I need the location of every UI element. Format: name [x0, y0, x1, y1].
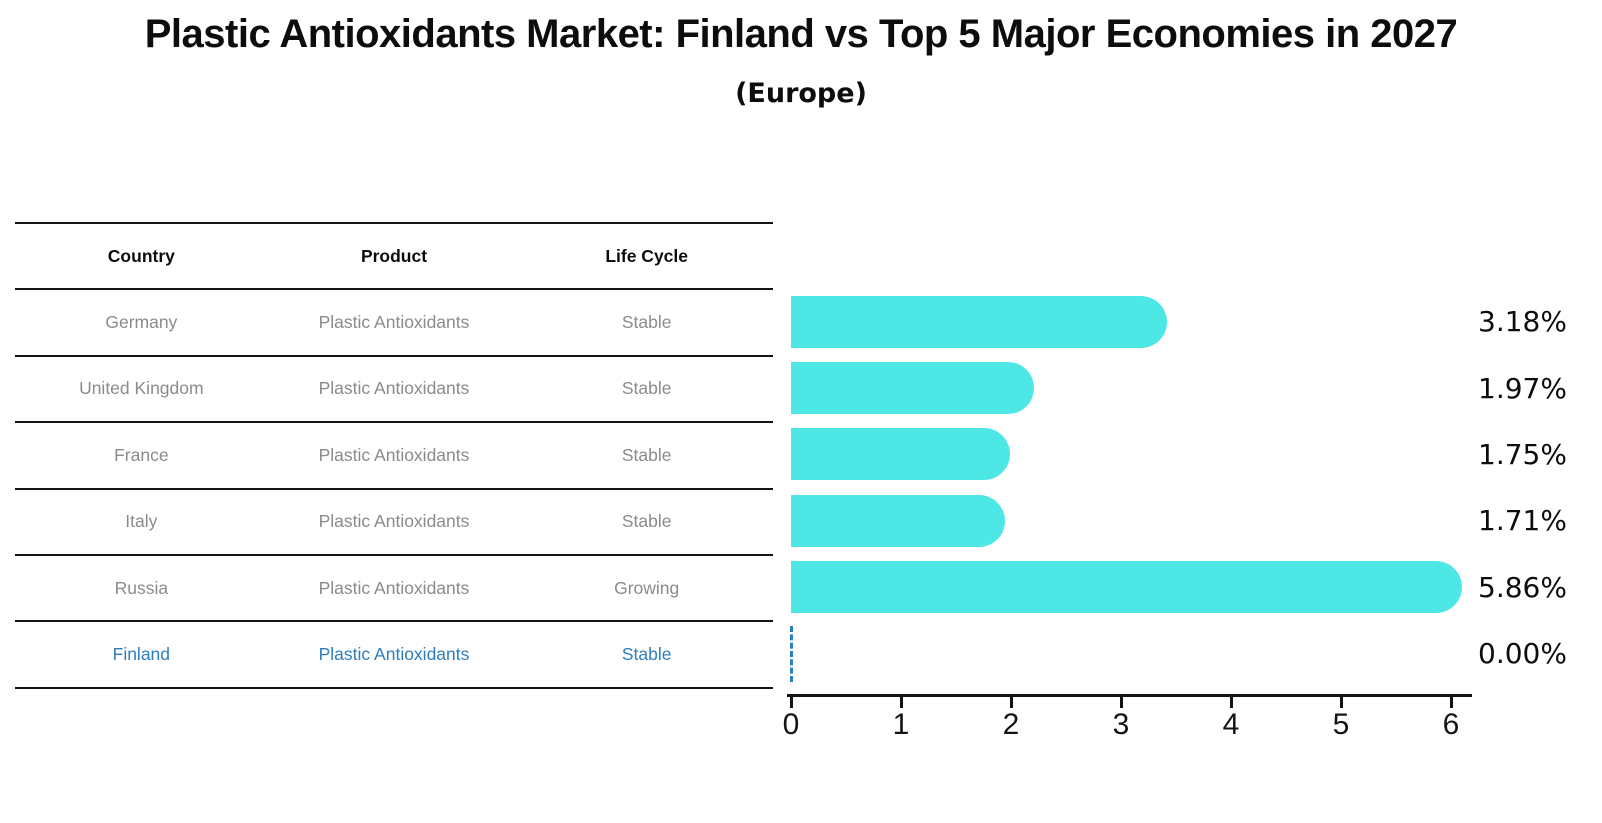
cell-life-cycle: Stable: [621, 511, 672, 532]
bar-russia: [791, 561, 1462, 614]
x-tick-mark-1: [900, 697, 903, 708]
value-label-italy: 1.71%: [1478, 504, 1567, 538]
cell-country: Germany: [105, 312, 178, 333]
bar-row-finland: [790, 620, 1462, 686]
x-tick-label-3: 3: [1112, 708, 1130, 741]
cell-life-cycle: Stable: [621, 312, 672, 333]
value-label-france: 1.75%: [1478, 437, 1567, 471]
bar-row-italy: [791, 488, 1462, 554]
table-row-russia: Russia Plastic Antioxidants Growing: [15, 556, 773, 623]
cell-country: Italy: [125, 511, 158, 532]
country-comparison-table: Country Product Life Cycle Germany Plasti…: [15, 222, 773, 689]
bar-france: [791, 428, 1010, 481]
header-product: Product: [360, 245, 428, 266]
cell-country: United Kingdom: [79, 378, 204, 399]
chart-title: Plastic Antioxidants Market: Finland vs …: [144, 12, 1458, 56]
x-tick-label-1: 1: [892, 708, 910, 741]
chart-subtitle: (Europe): [735, 78, 867, 109]
x-tick-mark-6: [1450, 697, 1453, 708]
bar-row-germany: [791, 289, 1462, 355]
x-tick-mark-2: [1010, 697, 1013, 708]
bar-germany: [791, 295, 1167, 348]
header-life-cycle: Life Cycle: [605, 245, 689, 266]
x-tick-mark-4: [1230, 697, 1233, 708]
cell-country: Finland: [112, 644, 171, 665]
table-row-france: France Plastic Antioxidants Stable: [15, 423, 773, 490]
cell-product: Plastic Antioxidants: [318, 644, 470, 665]
table-body: Germany Plastic Antioxidants Stable United …: [15, 290, 773, 689]
cell-product: Plastic Antioxidants: [318, 511, 470, 532]
cell-life-cycle: Stable: [621, 444, 672, 465]
x-tick-label-0: 0: [782, 708, 800, 741]
table-row-united-kingdom: United Kingdom Plastic Antioxidants Stable: [15, 357, 773, 424]
x-tick-label-5: 5: [1332, 708, 1350, 741]
value-label-russia: 5.86%: [1478, 570, 1567, 604]
cell-life-cycle: Growing: [614, 577, 680, 598]
x-tick-label-2: 2: [1002, 708, 1020, 741]
bar-italy: [791, 494, 1006, 547]
cell-life-cycle: Stable: [621, 644, 672, 665]
bar-row-russia: [791, 554, 1462, 620]
value-label-germany: 3.18%: [1478, 305, 1567, 339]
bar-united-kingdom: [791, 362, 1034, 415]
cell-product: Plastic Antioxidants: [318, 378, 470, 399]
bar-row-united-kingdom: [791, 355, 1462, 421]
cell-product: Plastic Antioxidants: [318, 577, 470, 598]
bar-chart-area: [790, 289, 1462, 687]
header-country: Country: [107, 245, 175, 266]
x-tick-mark-0: [790, 697, 793, 708]
x-axis-line: [787, 694, 1472, 697]
x-tick-mark-3: [1120, 697, 1123, 708]
x-tick-label-6: 6: [1442, 708, 1460, 741]
cell-product: Plastic Antioxidants: [318, 312, 470, 333]
value-label-finland: 0.00%: [1478, 637, 1567, 671]
x-tick-label-4: 4: [1222, 708, 1240, 741]
x-tick-mark-5: [1340, 697, 1343, 708]
cell-life-cycle: Stable: [621, 378, 672, 399]
value-label-united-kingdom: 1.97%: [1478, 371, 1567, 405]
table-row-germany: Germany Plastic Antioxidants Stable: [15, 290, 773, 357]
value-label-column: 3.18% 1.97% 1.75% 1.71% 5.86% 0.00%: [1478, 289, 1567, 687]
bar-row-france: [791, 421, 1462, 487]
table-row-italy: Italy Plastic Antioxidants Stable: [15, 490, 773, 556]
cell-product: Plastic Antioxidants: [318, 444, 470, 465]
table-header-row: Country Product Life Cycle: [15, 224, 773, 291]
cell-country: France: [114, 444, 169, 465]
zero-value-line-finland: [790, 625, 793, 682]
cell-country: Russia: [114, 577, 169, 598]
table-row-finland: Finland Plastic Antioxidants Stable: [15, 622, 773, 689]
